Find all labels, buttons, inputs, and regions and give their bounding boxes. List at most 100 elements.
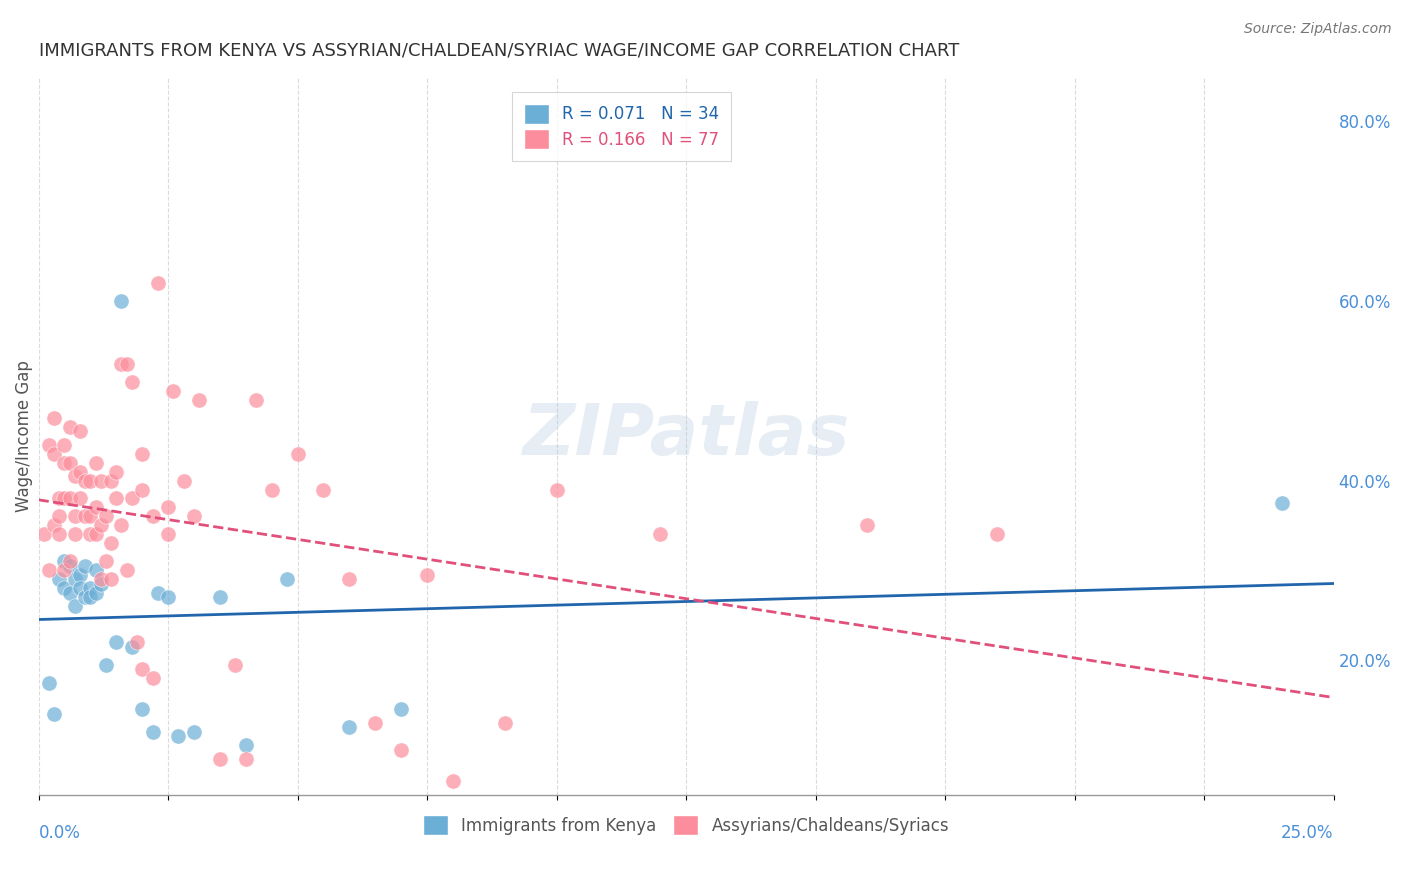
Point	[48, 491, 70, 506]
Point	[986, 527, 1008, 541]
Point	[100, 536, 122, 550]
Point	[84, 456, 107, 470]
Point	[131, 483, 153, 497]
Point	[32, 527, 55, 541]
Point	[84, 500, 107, 515]
Point	[173, 474, 195, 488]
Point	[546, 483, 568, 497]
Point	[79, 527, 101, 541]
Point	[59, 558, 82, 573]
Point	[260, 483, 283, 497]
Point	[84, 527, 107, 541]
Point	[141, 724, 163, 739]
Point	[42, 447, 65, 461]
Text: IMMIGRANTS FROM KENYA VS ASSYRIAN/CHALDEAN/SYRIAC WAGE/INCOME GAP CORRELATION CH: IMMIGRANTS FROM KENYA VS ASSYRIAN/CHALDE…	[38, 42, 959, 60]
Y-axis label: Wage/Income Gap: Wage/Income Gap	[15, 359, 32, 512]
Point	[162, 384, 184, 398]
Point	[115, 357, 138, 371]
Point	[84, 586, 107, 600]
Point	[79, 509, 101, 524]
Point	[75, 474, 97, 488]
Point	[63, 572, 86, 586]
Point	[100, 474, 122, 488]
Point	[53, 491, 76, 506]
Point	[121, 491, 143, 506]
Point	[59, 554, 82, 568]
Point	[125, 635, 148, 649]
Point	[53, 554, 76, 568]
Point	[146, 586, 169, 600]
Point	[1271, 496, 1294, 510]
Point	[69, 567, 91, 582]
Point	[59, 491, 82, 506]
Point	[38, 437, 60, 451]
Point	[69, 424, 91, 438]
Point	[90, 572, 112, 586]
Text: ZIPatlas: ZIPatlas	[523, 401, 849, 470]
Point	[38, 675, 60, 690]
Point	[121, 375, 143, 389]
Point	[494, 715, 516, 730]
Point	[105, 465, 128, 479]
Point	[141, 671, 163, 685]
Point	[183, 724, 205, 739]
Point	[416, 567, 439, 582]
Point	[90, 576, 112, 591]
Point	[53, 456, 76, 470]
Point	[84, 563, 107, 577]
Point	[75, 558, 97, 573]
Point	[157, 500, 180, 515]
Point	[235, 739, 257, 753]
Point	[183, 509, 205, 524]
Point	[79, 474, 101, 488]
Point	[312, 483, 335, 497]
Point	[75, 591, 97, 605]
Point	[42, 706, 65, 721]
Point	[131, 447, 153, 461]
Point	[131, 662, 153, 676]
Point	[94, 509, 117, 524]
Point	[90, 518, 112, 533]
Point	[110, 293, 132, 308]
Point	[208, 752, 231, 766]
Text: 0.0%: 0.0%	[38, 824, 80, 842]
Point	[287, 447, 309, 461]
Point	[245, 392, 267, 407]
Point	[208, 591, 231, 605]
Point	[63, 527, 86, 541]
Point	[105, 491, 128, 506]
Point	[337, 572, 360, 586]
Point	[389, 743, 412, 757]
Point	[79, 581, 101, 595]
Point	[105, 635, 128, 649]
Point	[38, 563, 60, 577]
Point	[63, 469, 86, 483]
Point	[69, 581, 91, 595]
Point	[48, 509, 70, 524]
Point	[59, 456, 82, 470]
Point	[146, 276, 169, 290]
Point	[856, 518, 879, 533]
Point	[79, 591, 101, 605]
Point	[276, 572, 298, 586]
Point	[337, 720, 360, 734]
Point	[53, 563, 76, 577]
Point	[167, 730, 190, 744]
Point	[90, 474, 112, 488]
Point	[224, 657, 246, 672]
Point	[48, 527, 70, 541]
Point	[63, 599, 86, 614]
Point	[121, 640, 143, 654]
Text: 25.0%: 25.0%	[1281, 824, 1334, 842]
Point	[389, 702, 412, 716]
Point	[63, 509, 86, 524]
Point	[650, 527, 672, 541]
Point	[235, 752, 257, 766]
Point	[42, 518, 65, 533]
Point	[75, 509, 97, 524]
Point	[53, 437, 76, 451]
Point	[59, 586, 82, 600]
Point	[141, 509, 163, 524]
Point	[157, 591, 180, 605]
Point	[364, 715, 387, 730]
